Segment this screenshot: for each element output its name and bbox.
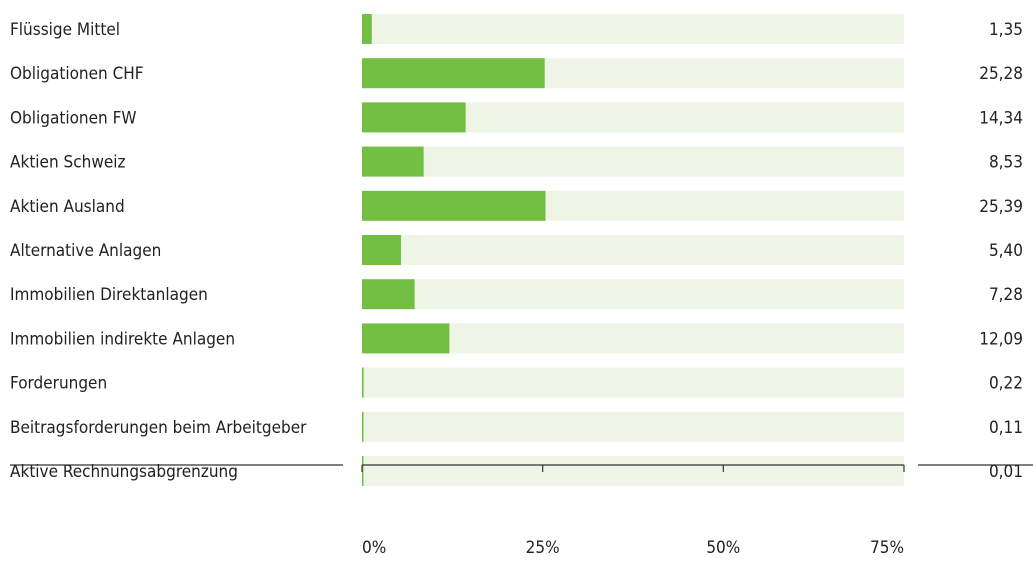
category-label: Aktien Schweiz (10, 153, 126, 173)
data-label: 0,11 (989, 418, 1023, 438)
bar (362, 279, 415, 310)
bar-track (362, 146, 904, 177)
category-label: Beitragsforderungen beim Arbeitgeber (10, 418, 307, 438)
bar-track (362, 235, 904, 265)
chart-rows: Flüssige Mittel 1,35 Obligationen CHF 25,28… (10, 14, 1023, 486)
bar (362, 14, 372, 44)
category-label: Aktien Ausland (10, 197, 125, 217)
category-label: Flüssige Mittel (10, 20, 120, 40)
bar-track (362, 14, 904, 44)
category-label: Immobilien indirekte Anlagen (10, 329, 235, 349)
bar (362, 456, 364, 486)
data-label: 0,22 (989, 374, 1023, 394)
bar (362, 58, 545, 89)
category-label: Obligationen CHF (10, 64, 144, 84)
bar-track (362, 323, 904, 354)
data-label: 8,53 (989, 153, 1023, 173)
category-label: Immobilien Direktanlagen (10, 285, 208, 305)
bar-track (362, 456, 904, 486)
category-label: Aktive Rechnungsabgrenzung (10, 462, 238, 482)
bar (362, 190, 546, 221)
x-tick-label: 75% (870, 538, 904, 558)
bar-track (362, 279, 904, 310)
data-label: 25,39 (979, 197, 1023, 217)
bar (362, 323, 450, 354)
bar (362, 146, 424, 177)
bar-track (362, 367, 904, 398)
category-label: Forderungen (10, 374, 107, 394)
bar (362, 367, 364, 398)
data-label: 7,28 (989, 285, 1023, 305)
data-label: 14,34 (979, 108, 1023, 128)
data-label: 5,40 (989, 241, 1023, 261)
x-tick-label: 0% (362, 538, 386, 558)
x-tick-label: 50% (706, 538, 740, 558)
bar (362, 235, 402, 265)
category-label: Obligationen FW (10, 108, 137, 128)
data-label: 0,01 (989, 462, 1023, 482)
data-label: 25,28 (979, 64, 1023, 84)
bar (362, 102, 466, 133)
x-axis: 0% 25% 50% 75% (10, 464, 1033, 558)
x-tick-label: 25% (526, 538, 560, 558)
data-label: 12,09 (979, 329, 1023, 349)
bar (362, 411, 364, 442)
bar-track (362, 411, 904, 442)
category-label: Alternative Anlagen (10, 241, 161, 261)
data-label: 1,35 (989, 20, 1023, 40)
